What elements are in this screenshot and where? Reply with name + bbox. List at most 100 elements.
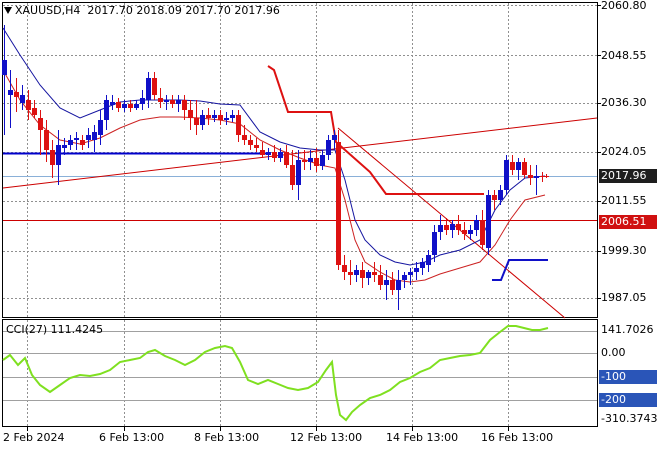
bearish-candle — [336, 142, 341, 265]
price-tick-label: 2060.80 — [601, 0, 647, 12]
bullish-candle — [296, 160, 301, 185]
bearish-candle — [290, 165, 295, 185]
bullish-candle — [92, 132, 97, 140]
current-price-label: 2017.96 — [599, 169, 657, 183]
bearish-candle — [116, 102, 121, 108]
collapse-arrow-icon[interactable] — [4, 7, 12, 14]
bearish-candle — [314, 158, 319, 166]
bearish-candle — [170, 100, 175, 104]
cci-minus200-label: -200 — [599, 393, 657, 407]
grid-lines — [3, 3, 597, 426]
cci-minus100-label: -100 — [599, 370, 657, 384]
bullish-candle — [86, 135, 91, 140]
symbol-label: XAUUSD,H4 — [15, 4, 81, 17]
bearish-candle — [158, 98, 163, 102]
cci-indicator — [2, 325, 549, 422]
axis-ticks — [27, 5, 601, 431]
bearish-candle — [492, 195, 497, 200]
bullish-candle — [104, 100, 109, 120]
bullish-candle — [56, 145, 61, 165]
bearish-candle — [194, 118, 199, 125]
bullish-candle — [432, 232, 437, 255]
bearish-candle — [528, 175, 533, 178]
main-panel-frame — [2, 2, 598, 318]
bullish-candle — [486, 195, 491, 248]
bullish-candle — [468, 230, 473, 234]
bearish-candle — [480, 220, 485, 245]
bullish-candle — [408, 272, 413, 275]
time-label: 12 Feb 13:00 — [290, 431, 363, 444]
bullish-candle — [326, 140, 331, 155]
bearish-candle — [128, 104, 133, 108]
bearish-candle — [50, 150, 55, 165]
stepped-line — [267, 65, 484, 195]
bullish-candle — [74, 138, 79, 140]
bullish-candle — [414, 268, 419, 272]
bullish-candle — [164, 100, 169, 102]
bullish-candle — [402, 275, 407, 280]
bearish-candle — [348, 272, 353, 275]
bullish-candle — [212, 115, 217, 118]
bearish-candle — [378, 275, 383, 285]
bullish-candle — [308, 158, 313, 162]
price-tick-label: 2048.55 — [601, 49, 647, 62]
price-tick-label: 2011.55 — [601, 194, 647, 207]
ohlc-values: 2017.70 2018.09 2017.70 2017.96 — [87, 4, 280, 17]
stepped-line-blue — [492, 259, 548, 281]
bullish-candle — [474, 220, 479, 230]
bullish-candle — [534, 176, 539, 178]
bearish-candle — [44, 130, 49, 150]
time-label: 8 Feb 13:00 — [194, 431, 260, 444]
price-tick-label: 1987.05 — [601, 291, 647, 304]
bullish-candle — [320, 155, 325, 166]
bullish-candle — [278, 152, 283, 158]
bearish-candle — [80, 140, 85, 145]
bearish-candle — [236, 115, 241, 135]
bearish-candle — [284, 152, 289, 165]
bearish-candle — [510, 162, 515, 170]
trend-line — [337, 127, 566, 319]
bullish-candle — [366, 272, 371, 278]
bullish-candle — [450, 224, 455, 230]
time-label: 6 Feb 13:00 — [99, 431, 165, 444]
bullish-candle — [354, 270, 359, 275]
bullish-candle — [2, 60, 7, 75]
moving-average-blue — [2, 27, 546, 266]
bearish-candle — [544, 176, 549, 177]
bullish-candle — [438, 225, 443, 232]
bullish-candle — [62, 145, 67, 148]
time-label: 14 Feb 13:00 — [386, 431, 459, 444]
bullish-candle — [122, 104, 127, 108]
bearish-candle — [206, 115, 211, 118]
time-label: 16 Feb 13:00 — [481, 431, 554, 444]
line-price-label: 2006.51 — [599, 215, 657, 229]
trend-line — [2, 117, 598, 189]
bullish-candle — [134, 104, 139, 108]
bearish-candle — [38, 118, 43, 130]
bullish-candle — [20, 95, 25, 103]
bullish-candle — [420, 262, 425, 268]
bearish-candle — [254, 145, 259, 148]
bullish-candle — [498, 190, 503, 200]
chart-title: XAUUSD,H4 2017.70 2018.09 2017.70 2017.9… — [4, 4, 280, 17]
bearish-candle — [444, 225, 449, 230]
bearish-candle — [522, 162, 527, 175]
bearish-candle — [260, 150, 265, 155]
cci-min-label: -310.3743 — [601, 412, 658, 425]
bullish-candle — [396, 280, 401, 290]
bullish-candle — [504, 160, 509, 190]
price-tick-label: 2024.05 — [601, 145, 647, 158]
price-tick-label: 1999.30 — [601, 244, 647, 257]
bearish-candle — [342, 265, 347, 272]
bullish-candle — [426, 255, 431, 265]
cci-max-label: 141.7026 — [601, 323, 654, 336]
bearish-candle — [26, 100, 31, 110]
bearish-candle — [32, 108, 37, 115]
bearish-candle — [272, 152, 277, 158]
bullish-candle — [110, 102, 115, 105]
bullish-candle — [332, 135, 337, 140]
candlesticks — [2, 25, 549, 310]
bullish-candle — [146, 78, 151, 100]
bullish-candle — [384, 280, 389, 285]
